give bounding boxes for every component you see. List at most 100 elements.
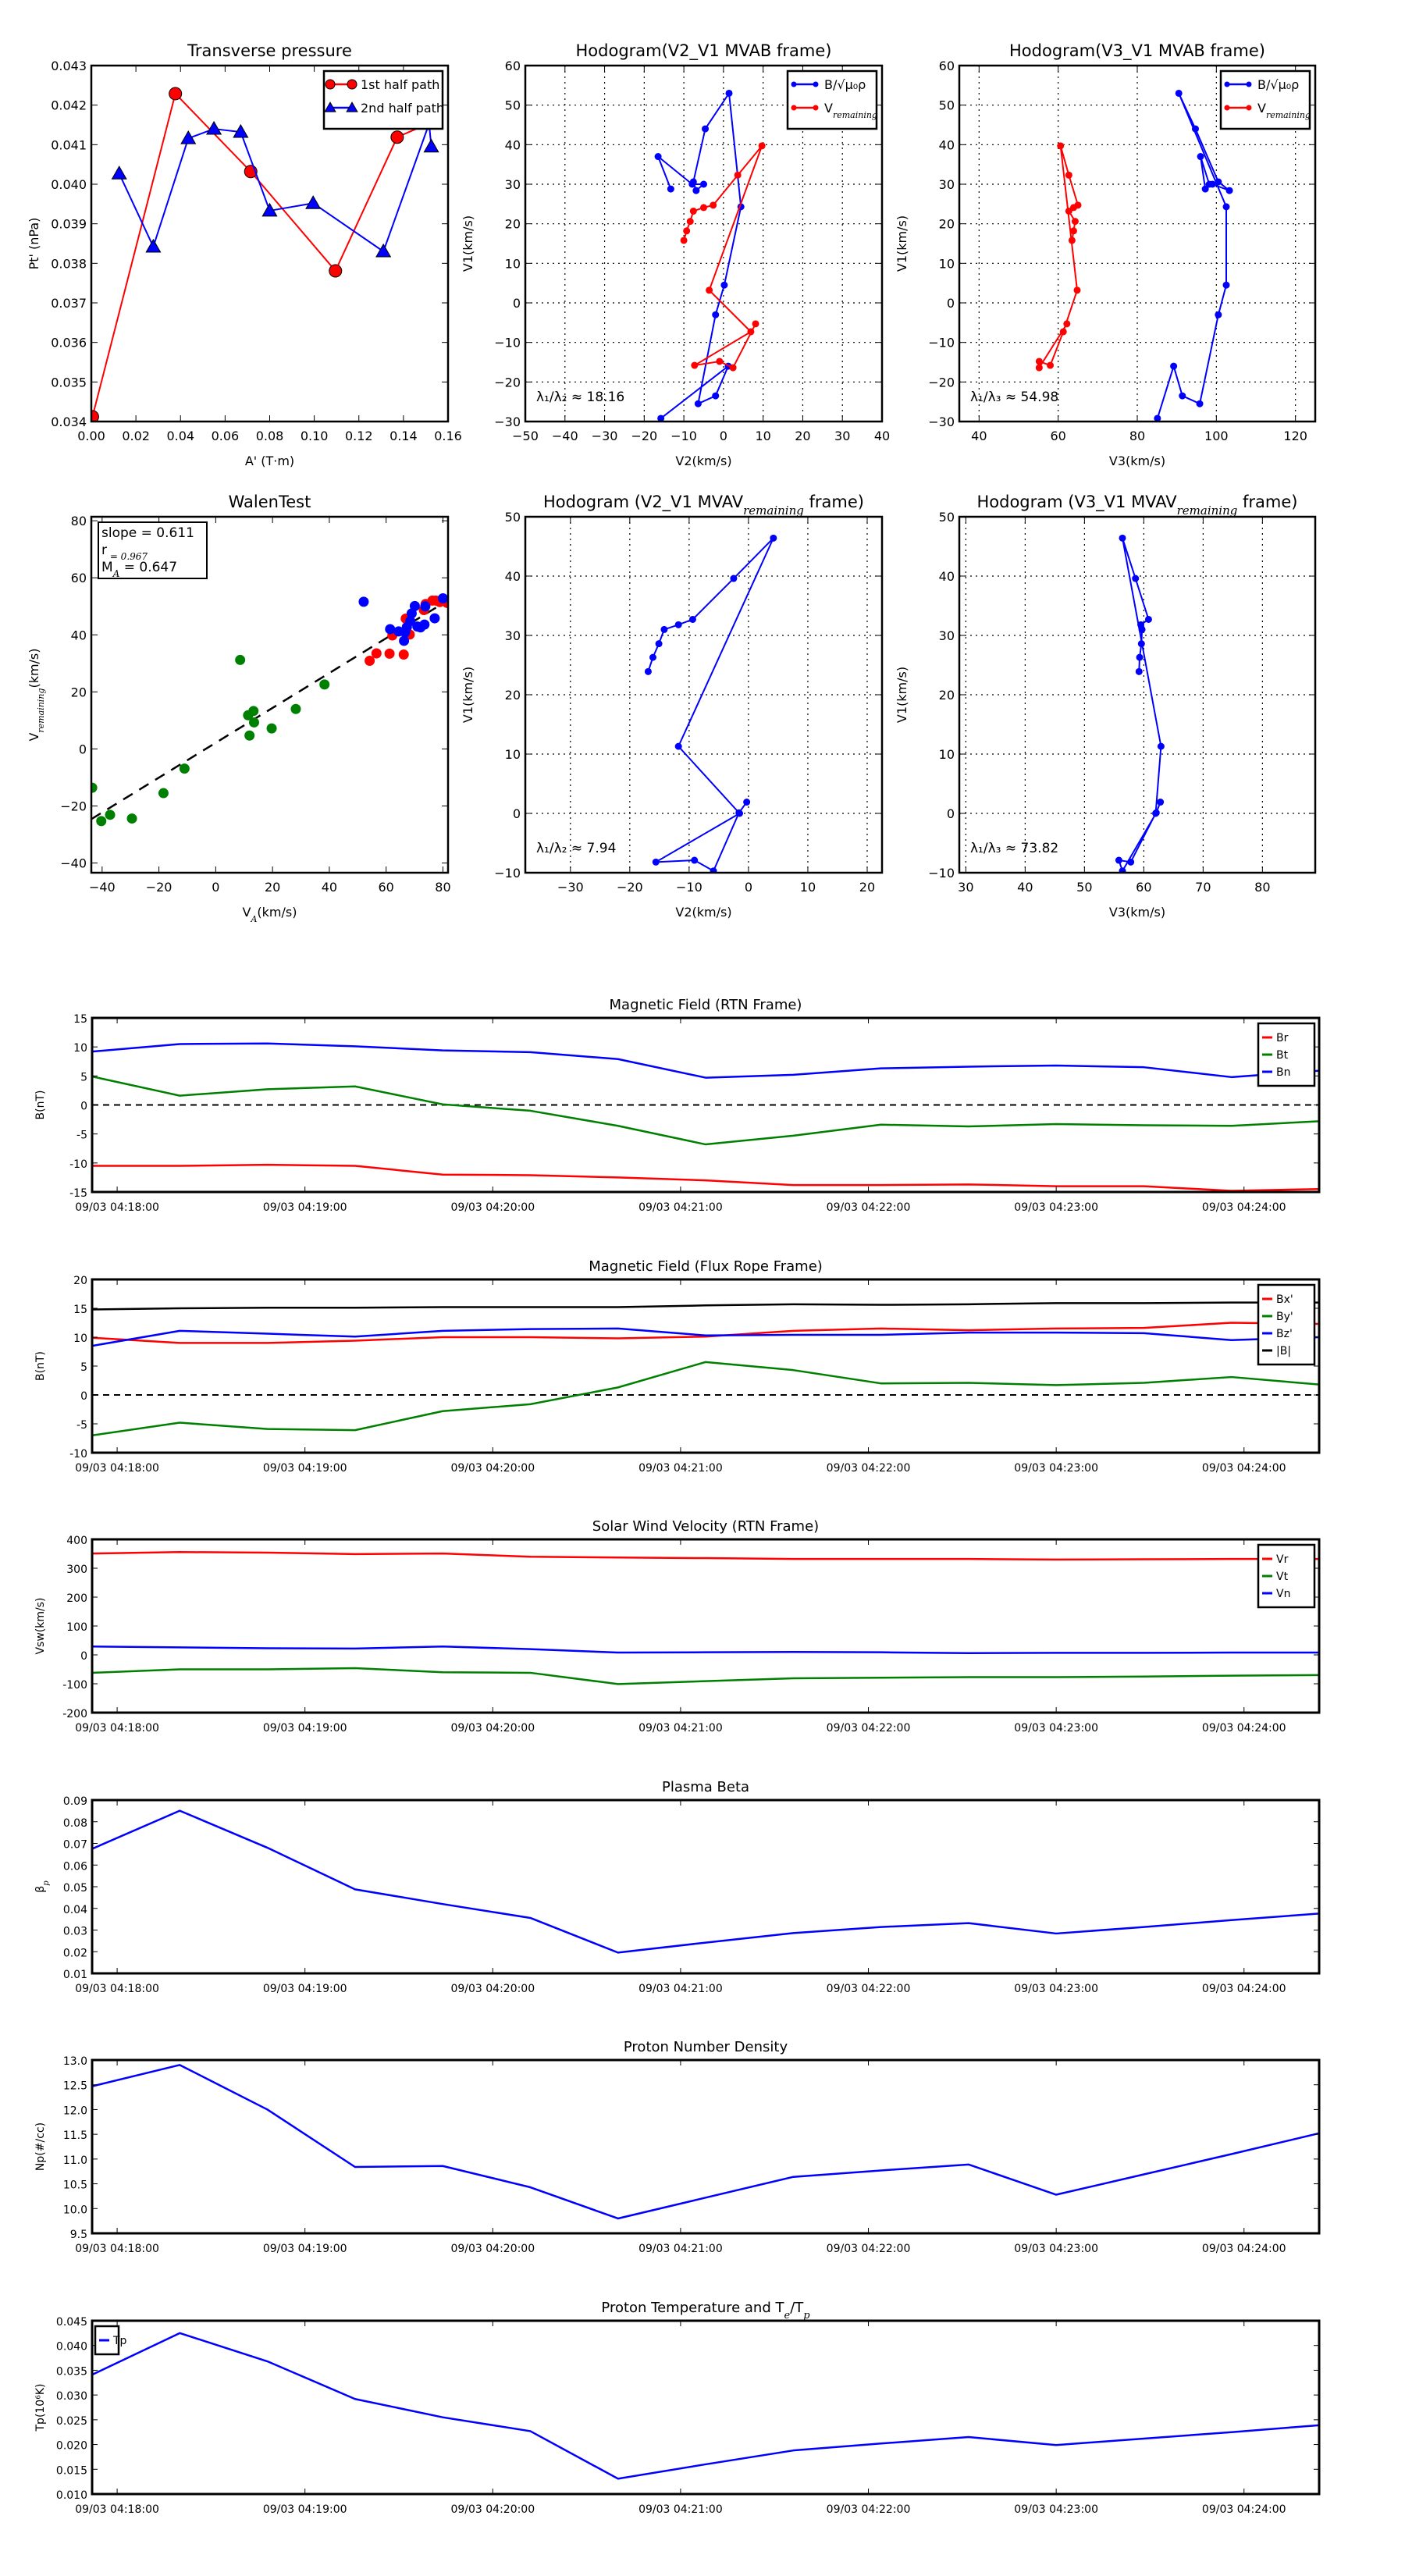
data-point bbox=[1071, 218, 1079, 226]
chart-plasma-beta: 09/03 04:18:00 09/03 04:19:00 09/03 04:20:… bbox=[34, 1779, 1321, 1995]
data-point bbox=[105, 809, 116, 820]
data-point bbox=[743, 799, 751, 806]
legend-label: Bz' bbox=[1276, 1328, 1293, 1340]
x-tick-label: 09/03 04:20:00 bbox=[450, 2243, 535, 2255]
y-tick-label: 40 bbox=[71, 628, 87, 642]
x-tick-label: 20 bbox=[265, 880, 280, 895]
series-line bbox=[92, 1322, 1319, 1344]
x-tick-label: 0.00 bbox=[77, 429, 105, 443]
x-tick-label: 09/03 04:22:00 bbox=[827, 1983, 911, 1995]
data-point bbox=[710, 201, 717, 209]
legend-entry: Vr bbox=[1262, 1553, 1289, 1566]
chart-title: Hodogram(V2_V1 MVAB frame) bbox=[576, 41, 832, 61]
data-point bbox=[1175, 89, 1183, 97]
stats-textbox bbox=[98, 521, 208, 579]
y-tick-label: 0 bbox=[80, 1101, 87, 1113]
data-point bbox=[1157, 742, 1165, 750]
x-tick-label: 80 bbox=[1129, 429, 1145, 443]
data-point bbox=[235, 654, 246, 665]
data-point bbox=[1152, 809, 1160, 817]
y-tick-label: 50 bbox=[939, 98, 955, 113]
chart-title-segment: frame) bbox=[1237, 493, 1297, 511]
legend: 1st half path 2nd half path bbox=[322, 69, 444, 130]
chart-title-segment: remaining bbox=[1177, 503, 1238, 518]
x-tick-label: 09/03 04:18:00 bbox=[75, 2243, 159, 2255]
y-tick-label: 20 bbox=[505, 217, 521, 232]
series-line bbox=[92, 1551, 1319, 1561]
x-tick-label: 09/03 04:20:00 bbox=[450, 1462, 535, 1475]
y-tick-label: -10 bbox=[69, 1158, 87, 1171]
data-point bbox=[649, 653, 656, 661]
data-point bbox=[390, 130, 404, 144]
y-axis-label: V1(km/s) bbox=[895, 667, 909, 723]
data-point bbox=[1068, 237, 1076, 244]
chart-title: Transverse pressure bbox=[187, 41, 352, 60]
y-tick-label: 400 bbox=[66, 1535, 87, 1547]
series-0 bbox=[92, 1809, 1319, 1954]
axes-frame bbox=[91, 2319, 1321, 2496]
y-tick-label: 10.5 bbox=[63, 2179, 87, 2192]
y-tick-label: 0.025 bbox=[56, 2415, 87, 2428]
chart-hodogram-v3-v1-mvab: 40 60 80 100 120 −30 −20 −10 0 10 20 30 40 50 60 Hodogr… bbox=[895, 41, 1317, 468]
x-tick-label: 30 bbox=[834, 429, 850, 443]
data-point bbox=[398, 649, 409, 660]
y-tick-label: 0.035 bbox=[56, 2365, 87, 2378]
legend-box bbox=[786, 69, 878, 130]
x-tick-label: −30 bbox=[592, 429, 618, 443]
legend-label: Vn bbox=[1276, 1588, 1290, 1600]
legend-label: Vremaining bbox=[824, 101, 877, 120]
series-b- bbox=[654, 89, 745, 422]
data-point bbox=[1179, 392, 1186, 400]
y-tick-label: 0.01 bbox=[63, 1969, 87, 1981]
data-point bbox=[1035, 364, 1043, 372]
data-point bbox=[1119, 867, 1126, 873]
y-tick-label: 0.041 bbox=[51, 137, 87, 152]
x-tick-label: 09/03 04:18:00 bbox=[75, 1201, 159, 1214]
legend-entry: Bt bbox=[1262, 1049, 1289, 1062]
data-point bbox=[720, 281, 728, 289]
data-point bbox=[1222, 281, 1230, 289]
legend-entry: Tp bbox=[99, 2335, 127, 2347]
axes-frame bbox=[91, 2058, 1321, 2235]
x-tick-label: 09/03 04:22:00 bbox=[827, 1462, 911, 1475]
data-point bbox=[358, 596, 369, 607]
x-tick-label: −10 bbox=[676, 880, 702, 895]
y-axis-label: Tp(10⁶K) bbox=[34, 2384, 47, 2432]
data-point bbox=[371, 648, 382, 659]
data-point bbox=[688, 615, 696, 623]
x-tick-label: 09/03 04:23:00 bbox=[1014, 2503, 1098, 2516]
x-tick-label: −10 bbox=[670, 429, 697, 443]
data-point bbox=[248, 706, 259, 717]
series-vt bbox=[92, 1667, 1319, 1685]
x-axis-label: V3(km/s) bbox=[1109, 454, 1165, 468]
correlation-text: r = 0.967 bbox=[101, 543, 148, 562]
y-tick-label: 0.02 bbox=[63, 1947, 87, 1959]
y-tick-label: 0.010 bbox=[56, 2489, 87, 2502]
legend-label-segment: V bbox=[1257, 101, 1266, 116]
chart-title-segment: Hodogram (V2_V1 MVAV bbox=[543, 493, 744, 512]
legend-entry: Bx' bbox=[1262, 1293, 1293, 1306]
data-point bbox=[437, 593, 448, 603]
y-tick-label: 20 bbox=[71, 685, 87, 699]
data-point-triangle bbox=[305, 195, 322, 209]
x-tick-label: 09/03 04:23:00 bbox=[1014, 1722, 1098, 1735]
data-point bbox=[700, 204, 707, 212]
plot-area bbox=[92, 2332, 1319, 2480]
y-tick-label: 20 bbox=[73, 1275, 87, 1287]
y-tick-label: 11.5 bbox=[63, 2129, 87, 2142]
x-tick-label: 30 bbox=[958, 880, 973, 895]
data-point bbox=[169, 87, 183, 101]
series-line bbox=[92, 1327, 1319, 1347]
x-tick-label: 10 bbox=[755, 429, 770, 443]
x-tick-label: 09/03 04:22:00 bbox=[827, 1201, 911, 1214]
y-tick-label: 30 bbox=[505, 177, 521, 192]
chart-title: WalenTest bbox=[229, 493, 311, 511]
chart-magnetic-field-flux-rope: 09/03 04:18:00 09/03 04:19:00 09/03 04:20:… bbox=[34, 1258, 1321, 1475]
y-tick-label: −10 bbox=[928, 336, 955, 350]
y-tick-label: 40 bbox=[505, 569, 521, 584]
data-point bbox=[1215, 311, 1222, 318]
series-b- bbox=[1154, 89, 1233, 422]
y-tick-label: 9.5 bbox=[70, 2229, 87, 2241]
series-line bbox=[92, 1163, 1319, 1192]
